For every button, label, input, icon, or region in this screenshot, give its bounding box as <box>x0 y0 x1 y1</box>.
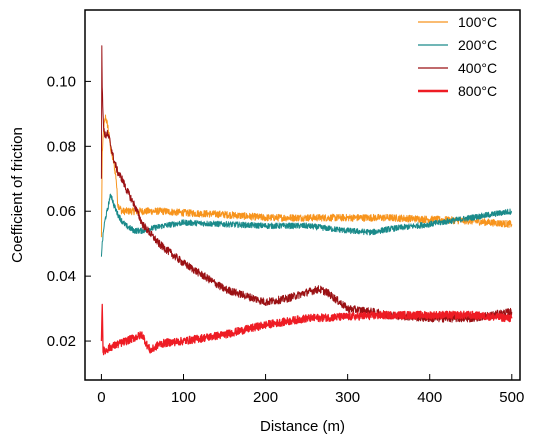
y-axis-title: Coefficient of friction <box>9 127 26 263</box>
series-line-1 <box>100 114 513 238</box>
legend-label-1: 100°C <box>458 14 497 30</box>
series-line-3 <box>100 45 513 323</box>
plot-frame <box>84 9 521 381</box>
x-axis-ticks: 0 100 200 300 400 500 <box>97 374 524 406</box>
y-tick-label: 0.06 <box>47 203 76 220</box>
x-tick-label: 200 <box>253 389 278 406</box>
x-tick-label: 300 <box>335 389 360 406</box>
x-axis-title: Distance (m) <box>260 418 345 435</box>
x-tick-label: 0 <box>97 389 105 406</box>
series-line-2 <box>100 193 513 257</box>
y-tick-label: 0.04 <box>47 268 76 285</box>
legend-label-3: 400°C <box>458 60 497 76</box>
legend-label-4: 800°C <box>458 83 497 99</box>
legend: 100°C 200°C 400°C 800°C <box>418 14 497 99</box>
x-tick-label: 500 <box>499 389 524 406</box>
y-axis-ticks: 0.02 0.04 0.06 0.08 0.10 <box>47 73 91 350</box>
y-tick-label: 0.08 <box>47 138 76 155</box>
series-layer <box>100 45 513 356</box>
x-tick-label: 100 <box>171 389 196 406</box>
series-line-4 <box>100 303 513 356</box>
legend-label-2: 200°C <box>458 37 497 53</box>
x-tick-label: 400 <box>417 389 442 406</box>
y-tick-label: 0.10 <box>47 73 76 90</box>
y-tick-label: 0.02 <box>47 333 76 350</box>
